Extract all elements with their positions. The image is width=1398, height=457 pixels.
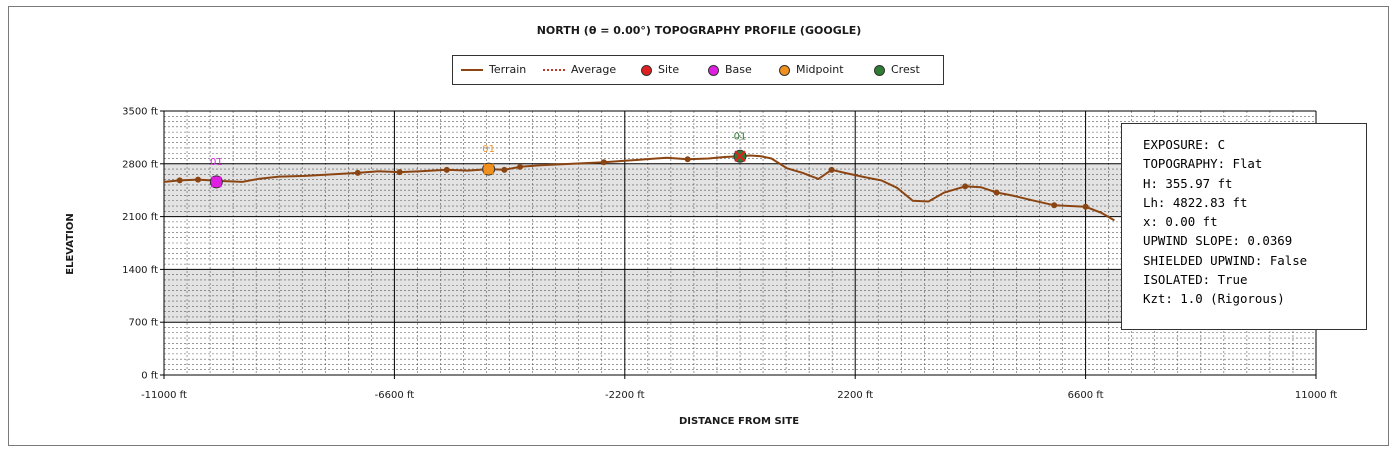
legend: Terrain Average Site Base Midpoint Crest — [452, 55, 944, 85]
legend-label-base: Base — [725, 63, 752, 76]
x-tick-label: 2200 ft — [837, 390, 873, 401]
terrain-point — [1051, 202, 1058, 209]
terrain-point — [195, 176, 202, 183]
terrain-point — [176, 177, 183, 184]
y-tick-label: 700 ft — [128, 318, 158, 329]
info-isolated: ISOLATED: True — [1143, 272, 1248, 288]
info-topography: TOPOGRAPHY: Flat — [1143, 156, 1263, 172]
crest-marker-swatch — [874, 64, 885, 76]
legend-item-midpoint[interactable]: Midpoint — [779, 63, 844, 76]
legend-item-terrain[interactable]: Terrain — [461, 63, 526, 76]
crest-label: 01 — [734, 131, 747, 142]
midpoint-x-mark — [482, 163, 495, 175]
legend-item-crest[interactable]: Crest — [874, 63, 920, 76]
base-marker-swatch — [708, 64, 719, 76]
info-h: H: 355.97 ft — [1143, 175, 1233, 191]
y-axis-title: ELEVATION — [65, 213, 76, 274]
y-tick-label: 3500 ft — [122, 107, 158, 118]
x-tick-label: -11000 ft — [141, 390, 187, 401]
terrain-point — [501, 166, 508, 173]
legend-item-base[interactable]: Base — [708, 63, 752, 76]
terrain-point — [684, 156, 691, 163]
terrain-point — [828, 166, 835, 173]
terrain-line-swatch — [461, 69, 483, 71]
site-marker-swatch — [641, 64, 652, 76]
terrain-point — [517, 163, 524, 170]
terrain-point — [354, 169, 361, 176]
legend-label-site: Site — [658, 63, 680, 76]
terrain-point — [1082, 203, 1089, 210]
crest-x-mark — [734, 150, 746, 162]
terrain-point — [396, 169, 403, 176]
info-exposure: EXPOSURE: C — [1143, 137, 1226, 152]
midpoint-label: 01 — [482, 144, 495, 155]
info-x: x: 0.00 ft — [1143, 214, 1218, 230]
terrain-point — [993, 189, 1000, 196]
terrain-point — [600, 159, 607, 166]
base-label: 01 — [210, 157, 223, 168]
chart-title: NORTH (θ = 0.00°) TOPOGRAPHY PROFILE (GO… — [536, 24, 862, 37]
info-kzt: Kzt: 1.0 (Rigorous) — [1143, 291, 1285, 307]
midpoint-marker-swatch — [779, 64, 790, 76]
base-x-mark — [210, 176, 223, 188]
legend-label-crest: Crest — [891, 63, 920, 76]
y-tick-label: 2100 ft — [122, 212, 158, 223]
y-tick-label: 2800 ft — [122, 159, 158, 170]
terrain-point — [443, 166, 450, 173]
y-tick-label: 1400 ft — [122, 265, 158, 276]
info-shielded-upwind: SHIELDED UPWIND: False — [1143, 252, 1308, 268]
x-axis-title: DISTANCE FROM SITE — [679, 416, 799, 427]
topography-info-box: EXPOSURE: C TOPOGRAPHY: Flat H: 355.97 f… — [1121, 123, 1367, 330]
x-tick-label: 11000 ft — [1295, 390, 1337, 401]
terrain-point — [962, 183, 969, 190]
x-tick-label: -2200 ft — [605, 390, 645, 401]
legend-label-midpoint: Midpoint — [796, 63, 844, 76]
y-tick-label: 0 ft — [141, 371, 158, 382]
legend-item-average[interactable]: Average — [543, 63, 616, 76]
x-tick-label: -6600 ft — [375, 390, 415, 401]
info-lh: Lh: 4822.83 ft — [1143, 194, 1248, 210]
legend-label-average: Average — [571, 63, 617, 76]
x-tick-label: 6600 ft — [1068, 390, 1104, 401]
legend-item-site[interactable]: Site — [641, 63, 679, 76]
legend-label-terrain: Terrain — [489, 63, 527, 76]
average-line-swatch — [543, 69, 565, 71]
info-upwind-slope: UPWIND SLOPE: 0.0369 — [1143, 233, 1293, 249]
